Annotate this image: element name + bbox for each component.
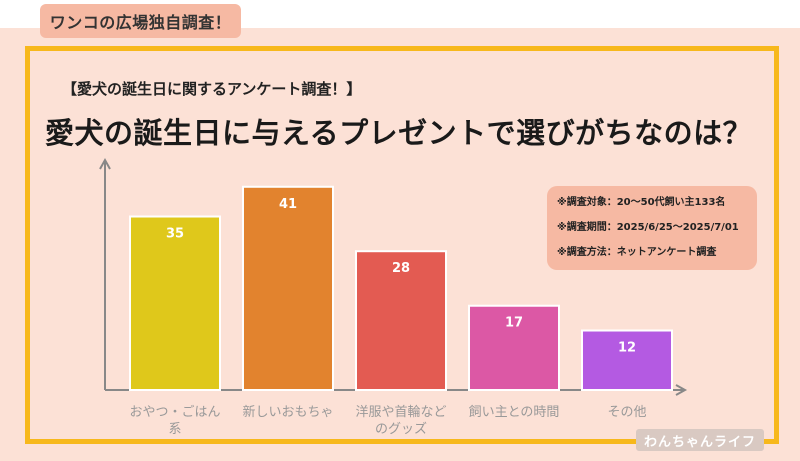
data-label: 41 bbox=[279, 197, 297, 212]
y-axis-arrow bbox=[99, 157, 111, 170]
data-label: 35 bbox=[166, 227, 184, 242]
category-label: 新しいおもちゃ bbox=[242, 404, 333, 420]
chart-frame bbox=[25, 46, 779, 444]
category-label: のグッズ bbox=[375, 421, 427, 437]
source-tag: ワンコの広場独自調査！ bbox=[40, 4, 241, 38]
x-axis-arrow bbox=[675, 384, 688, 396]
category-label: 洋服や首輪など bbox=[355, 404, 446, 420]
survey-info-box: ※調査対象：20〜50代飼い主133名 ※調査期間：2025/6/25〜2025… bbox=[547, 186, 757, 270]
survey-period: ※調査期間：2025/6/25〜2025/7/01 bbox=[557, 222, 739, 233]
survey-subtitle: 【愛犬の誕生日に関するアンケート調査！】 bbox=[62, 80, 362, 98]
data-label: 17 bbox=[505, 316, 523, 331]
bar bbox=[468, 304, 560, 392]
chart-title: 愛犬の誕生日に与えるプレゼントで選びがちなのは？ bbox=[45, 116, 753, 150]
bar bbox=[355, 250, 447, 391]
category-label: おやつ・ごはん bbox=[129, 404, 220, 420]
category-label: その他 bbox=[607, 405, 646, 420]
bar bbox=[581, 329, 673, 391]
bar bbox=[129, 215, 221, 391]
site-watermark: わんちゃんライフ bbox=[636, 429, 764, 451]
bar bbox=[242, 185, 334, 391]
data-label: 12 bbox=[618, 341, 636, 356]
survey-method: ※調査方法：ネットアンケート調査 bbox=[557, 247, 717, 258]
category-label: 系 bbox=[168, 422, 181, 437]
survey-target: ※調査対象：20〜50代飼い主133名 bbox=[557, 197, 726, 208]
category-label: 飼い主との時間 bbox=[469, 405, 560, 420]
data-label: 28 bbox=[392, 261, 410, 276]
